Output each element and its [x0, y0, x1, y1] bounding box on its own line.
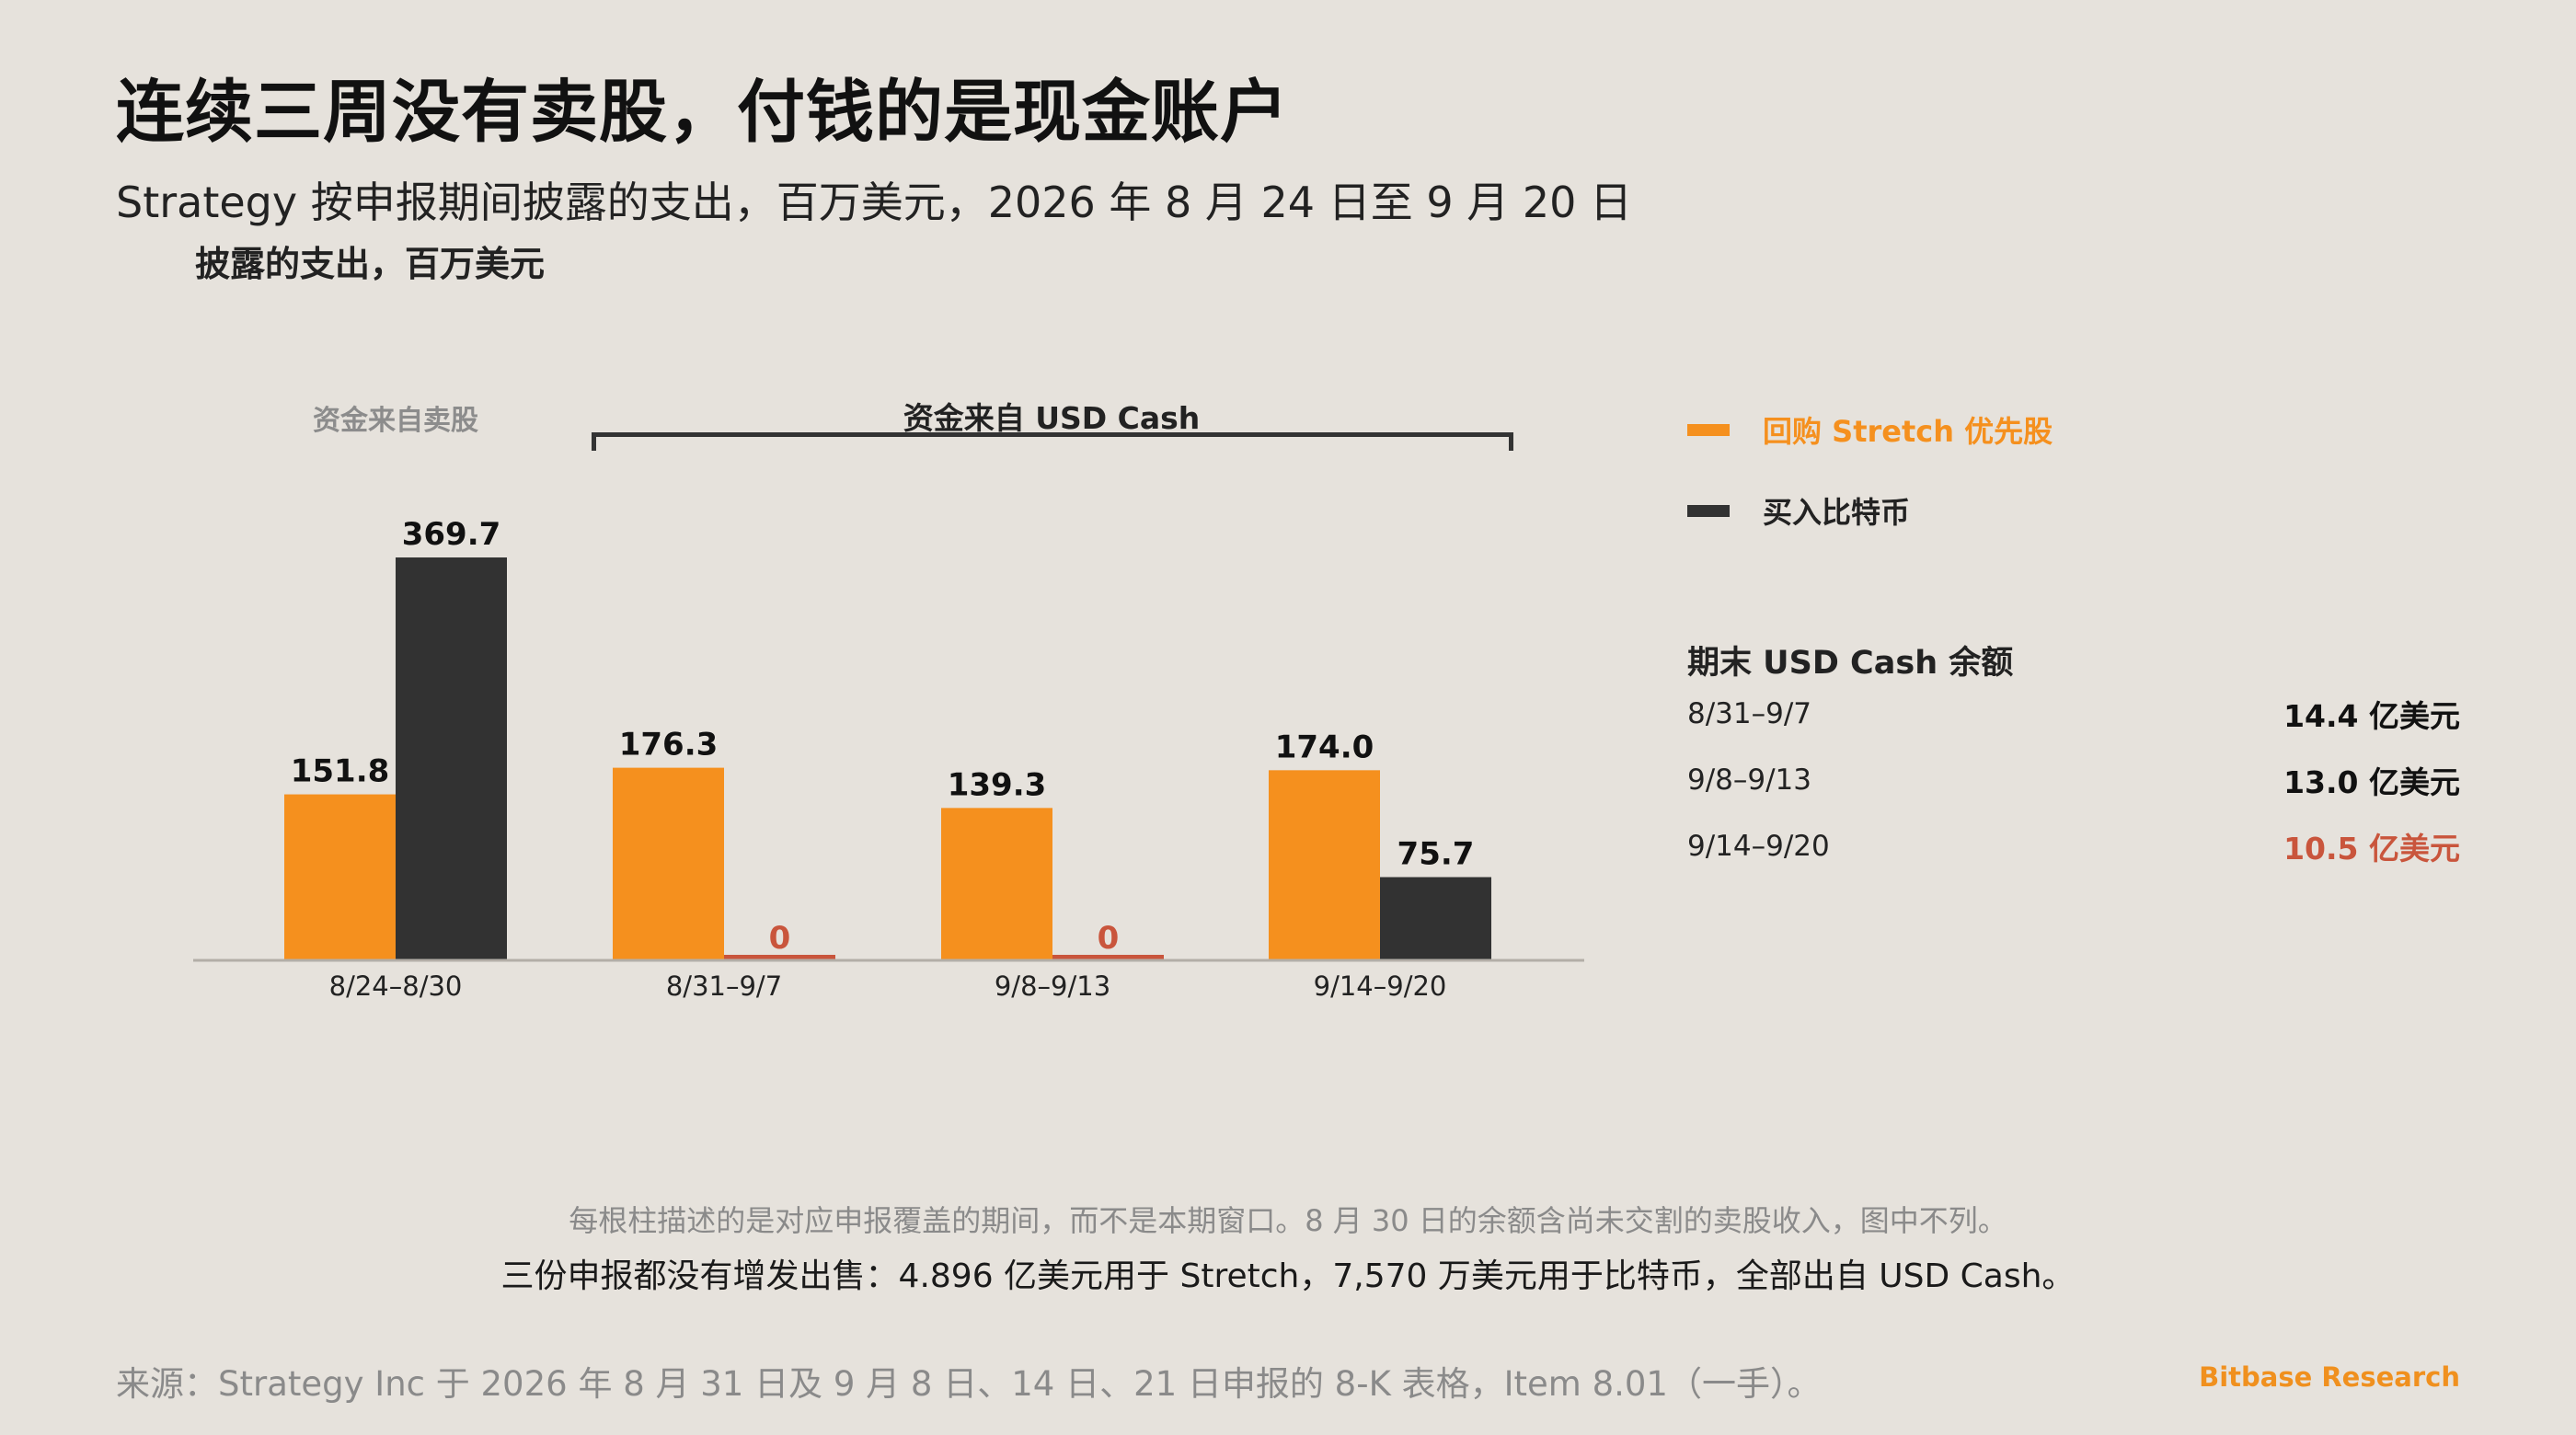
- legend-item-stretch: 回购 Stretch 优先股: [1687, 408, 2053, 451]
- bar-value-label: 0: [769, 920, 791, 957]
- bar-bitcoin: [396, 557, 507, 959]
- bar-value-label: 0: [1098, 920, 1120, 957]
- bar-zero-marker: [1052, 955, 1164, 959]
- bar-bitcoin: [1380, 877, 1491, 959]
- legend-swatch-bitcoin: [1687, 504, 1730, 517]
- page-subtitle: Strategy 按申报期间披露的支出，百万美元，2026 年 8 月 24 日…: [116, 178, 1632, 227]
- legend-swatch-stretch: [1687, 423, 1730, 436]
- cash-balance-period: 9/8–9/13: [1687, 763, 1812, 797]
- bar-stretch: [1269, 770, 1380, 959]
- bar-value-label: 174.0: [1275, 729, 1374, 765]
- bar-stretch: [941, 808, 1052, 959]
- footnote-periods: 每根柱描述的是对应申报覆盖的期间，而不是本期窗口。8 月 30 日的余额含尚未交…: [569, 1203, 2007, 1238]
- cash-balance-row: 8/31–9/7 14.4 亿美元: [1687, 692, 2460, 736]
- bar-value-label: 139.3: [948, 766, 1047, 803]
- brand-logo: Bitbase Research: [2199, 1361, 2460, 1393]
- x-tick-label: 9/14–9/20: [1314, 970, 1447, 1002]
- page-title: 连续三周没有卖股，付钱的是现金账户: [116, 73, 1289, 152]
- bar-value-label: 369.7: [402, 516, 501, 553]
- x-tick-label: 9/8–9/13: [995, 970, 1110, 1002]
- legend-label-bitcoin: 买入比特币: [1763, 495, 1911, 530]
- cash-balance-period: 8/31–9/7: [1687, 697, 1812, 730]
- cash-balance-row: 9/8–9/13 13.0 亿美元: [1687, 758, 2460, 802]
- y-axis-label: 披露的支出，百万美元: [195, 244, 546, 284]
- x-tick-label: 8/31–9/7: [666, 970, 782, 1002]
- cash-balance-row: 9/14–9/20 10.5 亿美元: [1687, 824, 2460, 868]
- annotation-sale-funded: 资金来自卖股: [313, 405, 478, 437]
- cash-balance-value: 13.0 亿美元: [2283, 764, 2460, 800]
- source-citation: 来源：Strategy Inc 于 2026 年 8 月 31 日及 9 月 8…: [116, 1364, 1822, 1404]
- bar-value-label: 151.8: [291, 753, 390, 790]
- bar-zero-marker: [724, 955, 835, 959]
- bar-stretch: [613, 767, 724, 959]
- cash-balance-period: 9/14–9/20: [1687, 830, 1830, 863]
- x-tick-label: 8/24–8/30: [329, 970, 463, 1002]
- legend-item-bitcoin: 买入比特币: [1687, 489, 1910, 532]
- bar-value-label: 176.3: [619, 727, 719, 763]
- cash-balance-title: 期末 USD Cash 余额: [1687, 645, 2014, 682]
- footnote-summary: 三份申报都没有增发出售：4.896 亿美元用于 Stretch，7,570 万美…: [500, 1257, 2076, 1295]
- cash-balance-value-highlight: 10.5 亿美元: [2283, 831, 2460, 867]
- cash-funded-bracket: [592, 432, 1513, 451]
- legend-label-stretch: 回购 Stretch 优先股: [1763, 414, 2053, 449]
- bar-chart: 151.8 369.7 8/24–8/30 176.3 0 8/31–9/7 139.3 0 9…: [193, 516, 1584, 1002]
- bar-value-label: 75.7: [1397, 836, 1475, 873]
- bar-stretch: [284, 794, 396, 959]
- cash-balance-value: 14.4 亿美元: [2283, 698, 2460, 734]
- annotation-cash-funded: 资金来自 USD Cash: [903, 400, 1201, 436]
